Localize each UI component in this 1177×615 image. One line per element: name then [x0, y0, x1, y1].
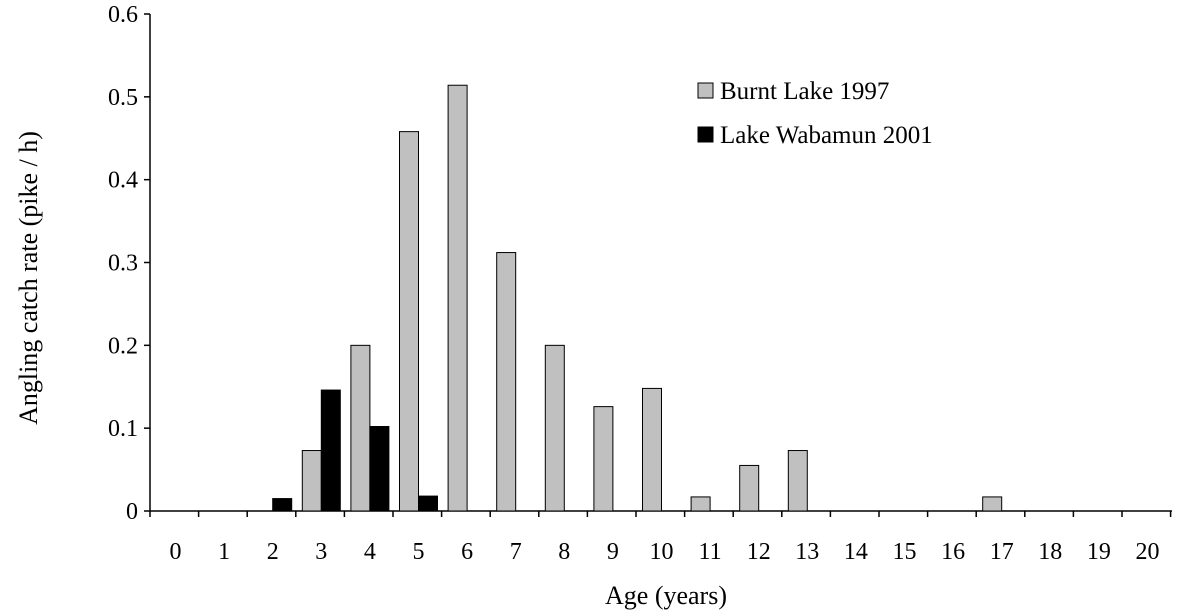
y-axis-title: Angling catch rate (pike / h): [14, 131, 43, 425]
legend-swatch-burnt-lake: [697, 82, 714, 99]
x-tick-label: 3: [315, 539, 327, 565]
y-tick-label: 0.4: [108, 168, 138, 194]
x-tick-label: 20: [1136, 539, 1160, 565]
bar-burnt-lake-age-9: [593, 406, 614, 512]
y-tick-label: 0.1: [108, 416, 138, 442]
y-tick-label: 0: [126, 499, 138, 525]
x-axis: 0 1 2 3 4 5 6 7 8 9 10 11 12 13 14 15 16 17 18 19 20: [149, 510, 1172, 565]
y-tick-label: 0.2: [108, 333, 138, 359]
bar-burnt-lake-age-4: [350, 344, 371, 512]
y-tick-label: 0.3: [108, 251, 138, 277]
y-tick-label: 0.5: [108, 85, 138, 111]
legend-label-burnt-lake: Burnt Lake 1997: [720, 78, 889, 105]
x-tick-label: 18: [1038, 539, 1062, 565]
x-tick-label: 0: [170, 539, 182, 565]
bar-lake-wabamun-age-4: [369, 426, 390, 512]
bar-burnt-lake-age-7: [496, 252, 517, 512]
bar-burnt-lake-age-13: [787, 450, 808, 512]
legend: Burnt Lake 1997 Lake Wabamun 2001: [697, 78, 933, 149]
x-tick-label: 14: [844, 539, 868, 565]
x-tick-label: 16: [941, 539, 965, 565]
x-tick-label: 2: [267, 539, 279, 565]
x-tick-label: 4: [364, 539, 376, 565]
x-tick-label: 13: [795, 539, 819, 565]
bar-lake-wabamun-age-5: [418, 495, 438, 512]
x-tick-label: 7: [510, 539, 522, 565]
bar-lake-wabamun-age-2: [272, 498, 293, 512]
x-tick-label: 9: [607, 539, 619, 565]
bars: [272, 84, 1003, 512]
x-tick-label: 12: [747, 539, 771, 565]
x-tick-label: 5: [413, 539, 425, 565]
bar-burnt-lake-age-10: [642, 387, 662, 512]
legend-swatch-lake-wabamun: [697, 126, 714, 143]
x-tick-label: 8: [558, 539, 570, 565]
bar-burnt-lake-age-6: [447, 84, 468, 512]
bar-burnt-lake-age-5: [399, 131, 419, 512]
x-tick-label: 6: [461, 539, 473, 565]
legend-label-lake-wabamun: Lake Wabamun 2001: [720, 122, 933, 149]
bar-burnt-lake-age-17: [982, 496, 1003, 512]
bar-burnt-lake-age-12: [739, 464, 760, 512]
bar-burnt-lake-age-3: [301, 450, 322, 512]
bar-lake-wabamun-age-3: [320, 389, 341, 512]
x-tick-label: 10: [650, 539, 674, 565]
x-tick-label: 1: [218, 539, 230, 565]
bar-burnt-lake-age-11: [690, 496, 711, 512]
x-tick-label: 15: [893, 539, 917, 565]
y-tick-label: 0.6: [108, 2, 138, 28]
bar-burnt-lake-age-8: [544, 344, 565, 512]
x-axis-title: Age (years): [605, 581, 727, 610]
x-tick-label: 11: [699, 539, 722, 565]
y-axis: 0 0.1 0.2 0.3 0.4 0.5 0.6: [108, 2, 151, 525]
x-tick-label: 17: [990, 539, 1014, 565]
x-tick-label: 19: [1087, 539, 1111, 565]
